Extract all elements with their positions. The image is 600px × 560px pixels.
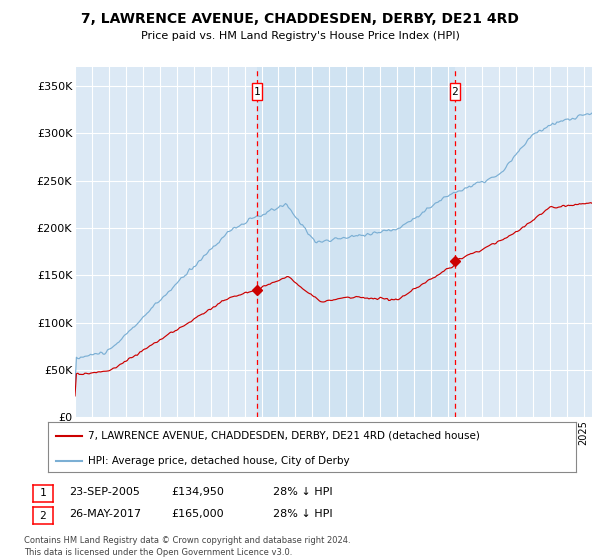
- Text: Contains HM Land Registry data © Crown copyright and database right 2024.
This d: Contains HM Land Registry data © Crown c…: [24, 536, 350, 557]
- Bar: [257, 67, 455, 417]
- Text: 1: 1: [40, 488, 46, 498]
- Text: 23-SEP-2005: 23-SEP-2005: [69, 487, 140, 497]
- Text: 1: 1: [254, 87, 260, 97]
- FancyBboxPatch shape: [450, 83, 460, 100]
- Text: 2: 2: [451, 87, 458, 97]
- Text: £134,950: £134,950: [171, 487, 224, 497]
- Text: 28% ↓ HPI: 28% ↓ HPI: [273, 509, 332, 519]
- Text: 28% ↓ HPI: 28% ↓ HPI: [273, 487, 332, 497]
- Text: £165,000: £165,000: [171, 509, 224, 519]
- FancyBboxPatch shape: [252, 83, 262, 100]
- Text: 7, LAWRENCE AVENUE, CHADDESDEN, DERBY, DE21 4RD: 7, LAWRENCE AVENUE, CHADDESDEN, DERBY, D…: [81, 12, 519, 26]
- Text: 26-MAY-2017: 26-MAY-2017: [69, 509, 141, 519]
- Text: HPI: Average price, detached house, City of Derby: HPI: Average price, detached house, City…: [88, 456, 349, 466]
- Text: 2: 2: [40, 511, 46, 521]
- Text: Price paid vs. HM Land Registry's House Price Index (HPI): Price paid vs. HM Land Registry's House …: [140, 31, 460, 41]
- Text: 7, LAWRENCE AVENUE, CHADDESDEN, DERBY, DE21 4RD (detached house): 7, LAWRENCE AVENUE, CHADDESDEN, DERBY, D…: [88, 431, 479, 441]
